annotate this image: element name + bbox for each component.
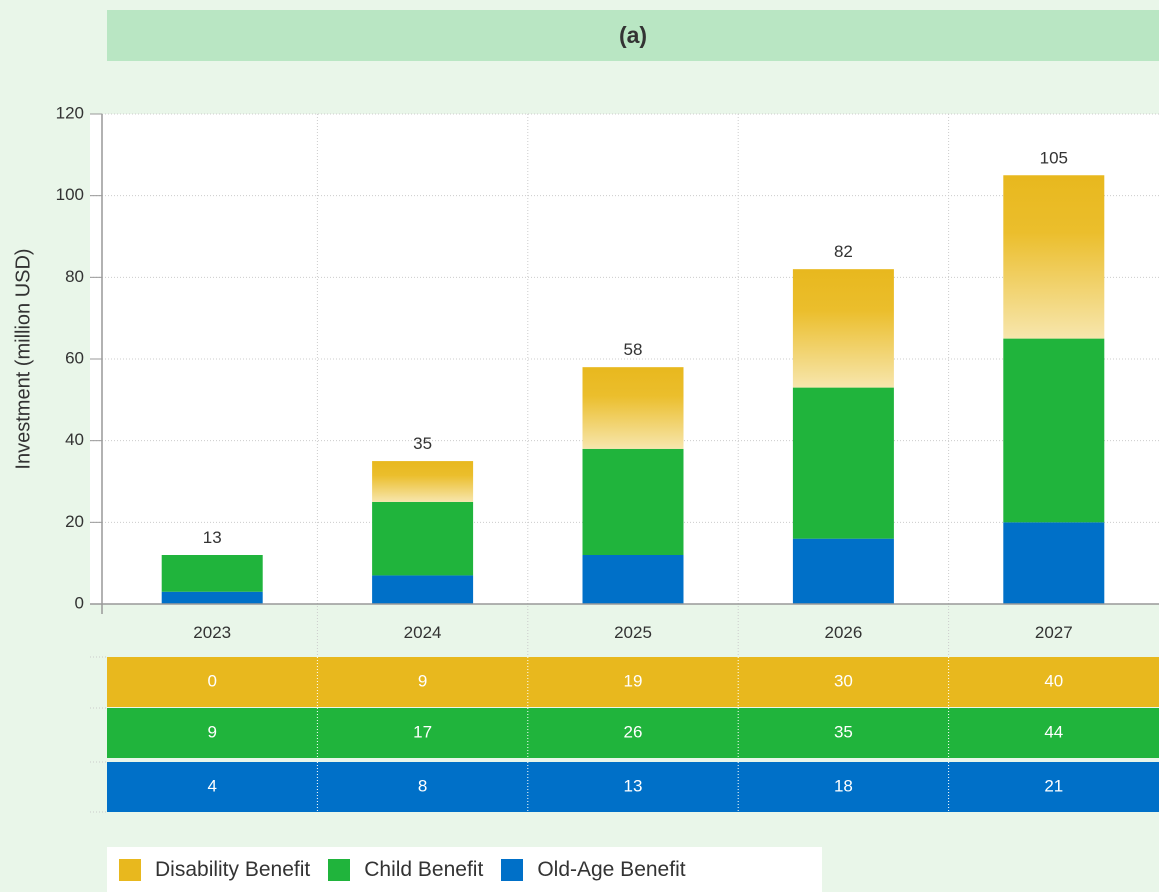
bar-disability-2025 [582,367,684,449]
table-cell-child-benefit: 17 [413,722,432,741]
table-cell-old-age-benefit: 21 [1044,776,1063,795]
y-tick-label: 40 [65,430,84,449]
legend-swatch-disability [119,858,141,881]
bar-disability-2027 [1003,175,1105,339]
y-tick-label: 0 [75,593,84,612]
x-tick-label-2027: 2027 [1035,623,1073,642]
table-row-old-age-benefit [107,762,1159,812]
bar-disability-2026 [792,269,894,388]
y-tick-label: 100 [56,185,84,204]
legend-label-disability: Disability Benefit [155,857,311,881]
x-tick-label-2023: 2023 [193,623,231,642]
table-cell-disability-benefit: 9 [418,671,427,690]
bar-old-age-2025 [582,555,684,604]
table-cell-child-benefit: 9 [207,722,216,741]
legend-swatch-child [328,858,351,881]
legend-swatch-old-age [501,858,524,881]
total-label-2024: 35 [413,434,432,453]
bar-old-age-2023 [161,591,263,604]
bar-child-2024 [372,501,474,576]
table-cell-disability-benefit: 30 [834,671,853,690]
chart-title: (a) [618,22,648,48]
legend-item-child: Child Benefit [328,858,483,882]
x-tick-label-2024: 2024 [404,623,442,642]
table-cell-disability-benefit: 0 [207,671,216,690]
legend-label-old-age: Old-Age Benefit [537,857,686,881]
x-tick-label-2026: 2026 [824,623,862,642]
table-cell-old-age-benefit: 4 [207,776,216,795]
total-label-2025: 58 [624,340,643,359]
bar-disability-2024 [372,461,474,502]
bar-old-age-2027 [1003,522,1105,604]
bar-child-2023 [161,555,263,592]
total-label-2023: 13 [203,528,222,547]
table-cell-old-age-benefit: 13 [624,776,643,795]
legend: Disability Benefit Child Benefit Old-Age… [107,847,822,892]
table-row-child-benefit [107,708,1159,758]
legend-item-disability: Disability Benefit [119,858,310,882]
x-tick-label-2025: 2025 [614,623,652,642]
y-tick-label: 120 [56,103,84,122]
table-cell-old-age-benefit: 8 [418,776,427,795]
bar-child-2025 [582,448,684,555]
table-cell-disability-benefit: 40 [1044,671,1063,690]
table-cell-child-benefit: 26 [624,722,643,741]
bar-old-age-2024 [372,575,474,604]
bar-old-age-2026 [792,538,894,604]
y-axis-label: Investment (million USD) [12,248,34,469]
table-cell-disability-benefit: 19 [624,671,643,690]
table-row-disability-benefit [107,657,1159,707]
y-tick-label: 60 [65,348,84,367]
y-tick-label: 20 [65,512,84,531]
bar-child-2027 [1003,338,1105,523]
table-cell-child-benefit: 35 [834,722,853,741]
total-label-2026: 82 [834,242,853,261]
table-cell-child-benefit: 44 [1044,722,1063,741]
bar-child-2026 [792,387,894,539]
total-label-2027: 105 [1040,148,1068,167]
legend-item-old-age: Old-Age Benefit [501,857,686,882]
chart-title-bar: (a) [107,10,1159,61]
table-cell-old-age-benefit: 18 [834,776,853,795]
y-tick-label: 80 [65,267,84,286]
legend-label-child: Child Benefit [364,857,484,881]
